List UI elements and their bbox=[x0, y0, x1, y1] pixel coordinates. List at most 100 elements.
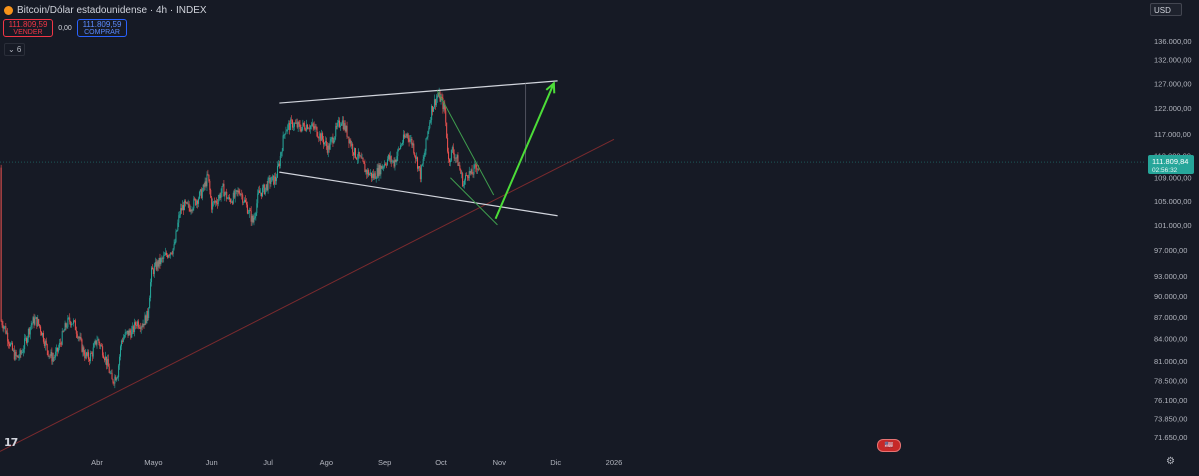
candle-body bbox=[460, 169, 462, 174]
candle-body bbox=[195, 199, 197, 205]
x-tick-label: Jun bbox=[206, 458, 218, 467]
tradingview-logo-icon[interactable]: 17 bbox=[4, 436, 18, 449]
candle-body bbox=[323, 139, 325, 145]
candle-body bbox=[475, 164, 477, 168]
candle-body bbox=[314, 126, 316, 129]
candle-body bbox=[448, 151, 450, 160]
price-tag bbox=[1148, 155, 1194, 175]
candle-body bbox=[201, 191, 203, 199]
settings-icon[interactable]: ⚙ bbox=[1166, 456, 1175, 467]
candle-body bbox=[105, 356, 107, 366]
bitcoin-icon bbox=[4, 5, 13, 15]
candle-body bbox=[135, 322, 137, 326]
candle-body bbox=[241, 194, 243, 195]
candle-body bbox=[135, 325, 137, 326]
candle-body bbox=[49, 355, 51, 357]
candle-body bbox=[374, 173, 376, 179]
sell-button[interactable]: 111.809,59 VENDER bbox=[3, 19, 53, 37]
currency-select[interactable]: USD bbox=[1150, 3, 1182, 16]
candle-body bbox=[292, 120, 294, 128]
candle-body bbox=[352, 144, 354, 153]
candle-body bbox=[455, 157, 457, 159]
projection-arrow-head bbox=[545, 81, 556, 94]
candle-body bbox=[4, 326, 6, 327]
y-tick-label: 76.100,00 bbox=[1154, 396, 1187, 405]
candle-body bbox=[464, 180, 466, 185]
buy-button[interactable]: 111.809,59 COMPRAR bbox=[77, 19, 127, 37]
candle-body bbox=[257, 193, 259, 204]
candle-body bbox=[249, 210, 251, 211]
candle-body bbox=[14, 351, 16, 360]
candle-body bbox=[20, 350, 22, 354]
candle-body bbox=[3, 326, 5, 329]
candle-body bbox=[204, 181, 206, 187]
x-tick-label: Ago bbox=[320, 458, 333, 467]
candle-body bbox=[308, 128, 310, 130]
candle-body bbox=[175, 231, 177, 242]
candle-body bbox=[192, 208, 194, 211]
candle-body bbox=[410, 138, 412, 140]
candle-body bbox=[306, 124, 308, 131]
candle-body bbox=[196, 200, 198, 205]
candle-body bbox=[206, 174, 208, 187]
candle-body bbox=[468, 171, 470, 179]
candle-body bbox=[326, 145, 328, 153]
x-tick-label: Mayo bbox=[144, 458, 162, 467]
candle-body bbox=[194, 198, 196, 200]
candle-body bbox=[344, 123, 346, 132]
candle-body bbox=[439, 92, 441, 102]
candle-body bbox=[179, 214, 181, 216]
candle-body bbox=[375, 178, 377, 180]
candle-body bbox=[65, 323, 67, 328]
indicators-toggle[interactable]: ⌄ 6 bbox=[4, 43, 26, 56]
candle-body bbox=[260, 192, 262, 194]
candle-body bbox=[84, 354, 86, 358]
candle-body bbox=[334, 136, 336, 141]
candle-body bbox=[252, 215, 254, 223]
candle-body bbox=[62, 331, 64, 332]
candle-body bbox=[378, 165, 380, 177]
candle-body bbox=[246, 204, 248, 214]
candle-body bbox=[464, 175, 466, 181]
candle-body bbox=[203, 184, 205, 187]
candle-body bbox=[163, 255, 165, 259]
y-tick-label: 93.000,00 bbox=[1154, 272, 1187, 281]
candle-body bbox=[271, 176, 273, 182]
candle-body bbox=[222, 183, 224, 187]
candle-body bbox=[309, 125, 311, 130]
candle-body bbox=[69, 317, 71, 322]
candle-body bbox=[70, 321, 72, 326]
candle-body bbox=[322, 133, 324, 140]
candle-body bbox=[259, 190, 261, 193]
us-flag-event-icon[interactable]: 🇺🇸 bbox=[877, 439, 901, 452]
candle-body bbox=[33, 317, 35, 325]
candle-body bbox=[107, 358, 109, 367]
candle-body bbox=[1, 321, 3, 326]
candle-body bbox=[324, 141, 326, 143]
candle-body bbox=[402, 134, 404, 143]
candle-body bbox=[266, 184, 268, 191]
candle-body bbox=[408, 138, 410, 142]
candle-body bbox=[270, 181, 272, 184]
candle-body bbox=[10, 342, 12, 344]
candle-body bbox=[91, 353, 93, 357]
candle-body bbox=[311, 123, 313, 126]
candle-body bbox=[31, 323, 33, 325]
candle-body bbox=[183, 200, 185, 211]
candle-body bbox=[296, 122, 298, 128]
candle-body bbox=[471, 169, 473, 175]
candle-body bbox=[87, 352, 89, 356]
candle-body bbox=[245, 199, 247, 203]
candle-body bbox=[43, 341, 45, 346]
candle-body bbox=[85, 352, 87, 358]
candle-body bbox=[420, 165, 422, 180]
candle-body bbox=[197, 200, 199, 204]
candle-body bbox=[476, 167, 478, 170]
candle-body bbox=[239, 193, 241, 195]
candle-body bbox=[30, 324, 32, 328]
candle-body bbox=[172, 248, 174, 254]
candle-body bbox=[170, 252, 172, 254]
candle-body bbox=[405, 135, 407, 137]
candle-body bbox=[447, 137, 449, 152]
